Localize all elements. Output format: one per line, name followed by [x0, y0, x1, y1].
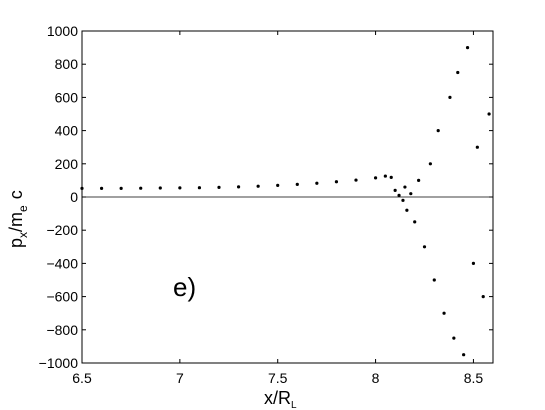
data-point: [334, 180, 339, 184]
data-point: [315, 181, 319, 185]
panel-label: e): [173, 272, 196, 302]
x-tick-label: 8.5: [464, 370, 484, 386]
data-point: [373, 176, 378, 180]
data-point: [409, 192, 413, 196]
y-tick-label: 800: [55, 56, 79, 72]
data-point: [405, 208, 409, 212]
y-axis-label-end: c: [6, 190, 26, 199]
y-tick-label: −800: [46, 322, 78, 338]
data-point: [465, 46, 470, 50]
data-point: [442, 311, 446, 315]
data-point: [158, 186, 162, 190]
data-point: [383, 174, 387, 178]
y-axis-label-mid: /m: [6, 212, 26, 232]
y-tick-label: 200: [55, 156, 79, 172]
data-point: [197, 186, 202, 190]
data-point: [401, 198, 405, 202]
data-point: [236, 185, 241, 189]
data-point: [178, 186, 182, 190]
x-axis-ticks: 6.5 7 7.5 8 8.5: [72, 31, 483, 386]
plot-frame: [81, 30, 494, 364]
data-point: [417, 178, 421, 182]
x-tick-label: 7: [176, 370, 184, 386]
y-tick-label: −600: [46, 289, 78, 305]
y-tick-label: 0: [70, 189, 78, 205]
data-point: [456, 70, 460, 75]
data-point: [475, 145, 479, 149]
data-point: [99, 186, 104, 190]
data-point: [389, 175, 393, 180]
y-tick-label: 1000: [47, 23, 78, 39]
y-tick-label: −1000: [39, 355, 79, 371]
y-tick-label: −200: [46, 222, 78, 238]
y-tick-label: 600: [55, 89, 79, 105]
y-axis-label-base: p: [6, 238, 26, 248]
y-axis-label-sub-e: e: [16, 205, 30, 212]
data-point: [354, 178, 358, 182]
x-tick-label: 6.5: [72, 370, 92, 386]
y-tick-label: −400: [46, 255, 78, 271]
x-tick-label: 8: [372, 370, 380, 386]
x-axis-label-subscript: L: [291, 400, 297, 410]
data-points: [80, 46, 491, 357]
y-tick-label: 400: [55, 123, 79, 139]
y-axis-label-sub-x: x: [16, 232, 30, 238]
data-point: [217, 185, 221, 189]
data-point: [428, 162, 432, 166]
data-point: [471, 261, 476, 265]
x-tick-label: 7.5: [268, 370, 288, 386]
x-axis-label-main: x/R: [264, 388, 291, 408]
x-axis-label: x/RL: [264, 388, 297, 410]
data-point: [393, 188, 397, 192]
data-point: [413, 220, 417, 224]
data-point: [422, 245, 427, 249]
data-point: [448, 95, 452, 99]
y-axis-ticks: −1000 −800 −600 −400 −200 0 200 400 600 800 1000: [39, 23, 493, 371]
data-point: [397, 193, 401, 197]
data-point: [481, 295, 485, 299]
data-point: [452, 336, 456, 340]
data-point: [462, 353, 466, 357]
data-point: [487, 112, 491, 116]
data-point: [436, 129, 440, 133]
data-point: [139, 186, 143, 190]
data-point: [403, 185, 407, 189]
data-point: [432, 278, 436, 282]
data-point: [295, 182, 299, 186]
data-point: [256, 184, 260, 188]
data-point: [276, 183, 280, 187]
y-axis-label: px/mec: [6, 190, 30, 248]
data-point: [119, 186, 123, 190]
